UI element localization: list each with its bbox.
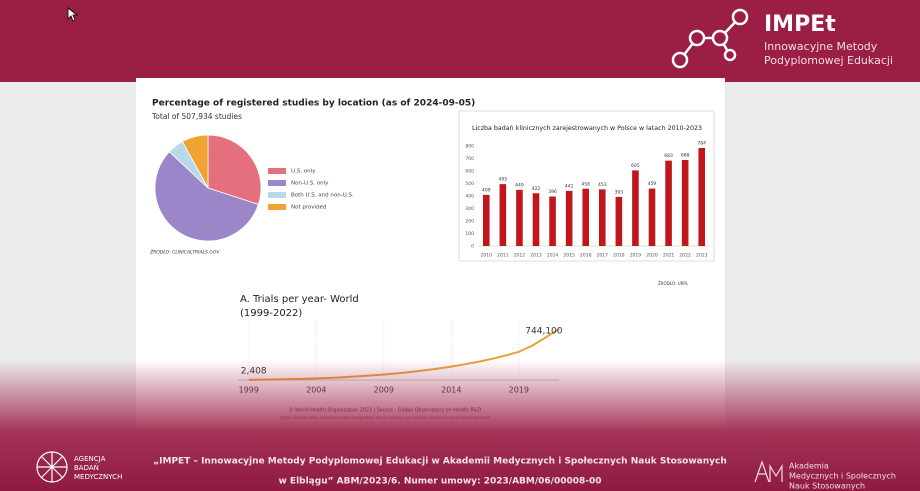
brand-subtitle: Podyplomowej Edukacji	[764, 54, 893, 67]
y-tick-label: 500	[465, 181, 474, 187]
bar	[549, 196, 556, 246]
value-label: 453	[598, 182, 607, 188]
value-label: 441	[565, 183, 574, 189]
x-tick-label: 2014	[547, 253, 559, 259]
value-label: 393	[615, 189, 624, 195]
bar	[648, 188, 656, 246]
bar	[665, 160, 672, 246]
value-label: 409	[482, 187, 491, 193]
x-tick-label: 2020	[646, 253, 658, 259]
y-tick-label: 100	[465, 231, 474, 237]
footer-fade	[0, 360, 920, 491]
bar	[598, 189, 606, 246]
pie-slice	[207, 134, 262, 205]
y-tick-label: 800	[465, 144, 474, 150]
y-tick-label: 700	[465, 156, 474, 162]
chart-source: ŹRODŁO: CLINICALTRIALS.GOV	[149, 248, 220, 256]
value-label: 422	[532, 186, 541, 192]
x-tick-label: 2018	[613, 253, 625, 259]
value-label: 688	[681, 153, 690, 159]
bar	[565, 190, 573, 246]
y-tick-label: 600	[465, 169, 474, 175]
academy-name: Medycznych i Społecznych	[789, 472, 896, 481]
chart-subtitle: (1999-2022)	[240, 308, 302, 319]
chart-title: Liczba badań klinicznych zarejestrowanyc…	[472, 124, 702, 132]
agency-name: AGENCJA	[74, 455, 106, 463]
legend-label: Not provided	[291, 205, 327, 211]
x-tick-label: 2017	[597, 253, 609, 259]
bar	[698, 148, 706, 246]
chart-title: A. Trials per year- World	[240, 294, 359, 305]
x-tick-label: 2010	[481, 253, 493, 259]
x-tick-label: 2023	[696, 253, 708, 259]
legend-swatch	[268, 204, 286, 210]
x-tick-label: 2019	[630, 253, 642, 259]
legend-swatch	[268, 180, 286, 186]
value-label: 744,100	[525, 326, 562, 336]
brand-subtitle: Innowacyjne Metody	[764, 40, 878, 53]
y-tick-label: 0	[471, 244, 474, 250]
chart-subtitle: Total of 507,934 studies	[151, 112, 242, 121]
bar	[516, 189, 523, 246]
academy-name: Nauk Stosowanych	[789, 482, 865, 491]
chart-source: ŹRÓDŁO: URPL	[658, 281, 689, 286]
y-tick-label: 300	[465, 206, 474, 212]
bar	[482, 194, 490, 246]
value-label: 459	[648, 181, 657, 187]
x-tick-label: 2016	[580, 253, 592, 259]
footer-caption: w Elblągu” ABM/2023/6. Numer umowy: 2023…	[278, 477, 601, 487]
bar	[532, 193, 540, 246]
x-tick-label: 2011	[497, 253, 509, 259]
cursor	[67, 7, 79, 22]
header-band	[0, 0, 920, 82]
legend-label: U.S. only	[291, 169, 316, 175]
y-tick-label: 200	[465, 219, 474, 225]
logo-molecule	[671, 8, 749, 69]
legend-swatch	[268, 168, 286, 174]
legend-label: Both U.S. and non-U.S.	[291, 193, 354, 199]
pie-slice	[154, 151, 259, 242]
agency-logo	[36, 451, 68, 483]
bar	[582, 188, 590, 246]
agency-name: BADAŃ	[74, 463, 99, 472]
value-label: 784	[697, 141, 706, 147]
x-tick-label: 2013	[530, 253, 542, 259]
legend-swatch	[268, 192, 286, 198]
value-label: 683	[664, 153, 673, 159]
x-tick-label: 2012	[514, 253, 526, 259]
academy-logo	[754, 460, 783, 483]
x-tick-label: 2022	[679, 253, 691, 259]
bar	[632, 170, 639, 246]
chart-title: Percentage of registered studies by loca…	[152, 99, 475, 109]
charts: Percentage of registered studies by loca…	[149, 99, 715, 420]
brand: IMPEt	[764, 12, 836, 37]
value-label: 449	[515, 182, 524, 188]
value-label: 605	[631, 163, 640, 169]
academy-name: Akademia	[789, 462, 829, 471]
agency-name: MEDYCZNYCH	[74, 473, 122, 481]
bar	[681, 160, 689, 246]
value-label: 396	[548, 189, 557, 195]
value-label: 458	[581, 181, 590, 187]
bar	[615, 196, 623, 246]
x-tick-label: 2021	[663, 253, 675, 259]
value-label: 495	[499, 177, 508, 183]
x-tick-label: 2015	[563, 253, 575, 259]
legend-label: Non-U.S. only	[291, 181, 329, 187]
footer-caption: „IMPET – Innowacyjne Metody Podyplomowej…	[153, 457, 727, 467]
pie-slice	[181, 134, 209, 189]
y-tick-label: 400	[465, 194, 474, 200]
bar	[499, 184, 507, 246]
